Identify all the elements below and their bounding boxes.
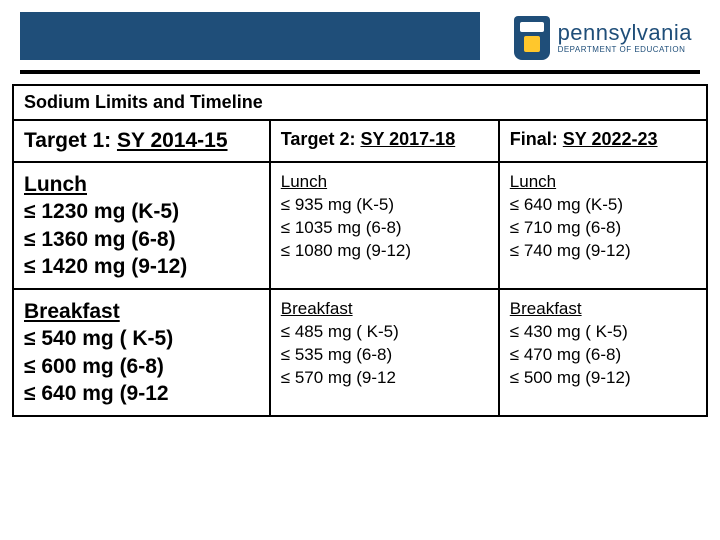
limit-line: ≤ 570 mg (9-12 (281, 368, 396, 387)
meal-label: Lunch (510, 172, 556, 191)
meal-label: Breakfast (281, 299, 353, 318)
limit-line: ≤ 1420 mg (9-12) (24, 255, 187, 278)
target1-prefix: Target 1: (24, 129, 117, 152)
table-row: Lunch ≤ 1230 mg (K-5) ≤ 1360 mg (6-8) ≤ … (13, 162, 707, 289)
header-cell-target2: Target 2: SY 2017-18 (270, 120, 499, 162)
meal-label: Breakfast (510, 299, 582, 318)
target2-prefix: Target 2: (281, 129, 361, 149)
logo-text: pennsylvania DEPARTMENT OF EDUCATION (558, 22, 692, 54)
table-header-row: Target 1: SY 2014-15 Target 2: SY 2017-1… (13, 120, 707, 162)
sodium-table-container: Sodium Limits and Timeline Target 1: SY … (0, 74, 720, 417)
table-title: Sodium Limits and Timeline (24, 92, 263, 112)
limit-line: ≤ 1035 mg (6-8) (281, 218, 402, 237)
logo: pennsylvania DEPARTMENT OF EDUCATION (514, 16, 692, 60)
shield-icon (514, 16, 550, 60)
meal-label: Lunch (24, 173, 87, 196)
table-title-cell: Sodium Limits and Timeline (13, 85, 707, 120)
breakfast-final-cell: Breakfast ≤ 430 mg ( K-5) ≤ 470 mg (6-8)… (499, 289, 707, 416)
lunch-final-cell: Lunch ≤ 640 mg (K-5) ≤ 710 mg (6-8) ≤ 74… (499, 162, 707, 289)
limit-line: ≤ 500 mg (9-12) (510, 368, 631, 387)
target2-year: SY 2017-18 (360, 129, 455, 149)
header-cell-final: Final: SY 2022-23 (499, 120, 707, 162)
table-row: Breakfast ≤ 540 mg ( K-5) ≤ 600 mg (6-8)… (13, 289, 707, 416)
limit-line: ≤ 535 mg (6-8) (281, 345, 392, 364)
limit-line: ≤ 485 mg ( K-5) (281, 322, 399, 341)
limit-line: ≤ 430 mg ( K-5) (510, 322, 628, 341)
limit-line: ≤ 740 mg (9-12) (510, 241, 631, 260)
final-year: SY 2022-23 (563, 129, 658, 149)
header-cell-target1: Target 1: SY 2014-15 (13, 120, 270, 162)
limit-line: ≤ 600 mg (6-8) (24, 355, 164, 378)
target1-year: SY 2014-15 (117, 129, 228, 152)
breakfast-target1-cell: Breakfast ≤ 540 mg ( K-5) ≤ 600 mg (6-8)… (13, 289, 270, 416)
sodium-limits-table: Sodium Limits and Timeline Target 1: SY … (12, 84, 708, 417)
limit-line: ≤ 640 mg (K-5) (510, 195, 623, 214)
limit-line: ≤ 540 mg ( K-5) (24, 327, 173, 350)
limit-line: ≤ 935 mg (K-5) (281, 195, 394, 214)
limit-line: ≤ 1080 mg (9-12) (281, 241, 411, 260)
meal-label: Breakfast (24, 300, 120, 323)
limit-line: ≤ 710 mg (6-8) (510, 218, 621, 237)
limit-line: ≤ 1360 mg (6-8) (24, 228, 176, 251)
header-blue-bar (20, 12, 480, 60)
logo-main-text: pennsylvania (558, 22, 692, 44)
slide-header: pennsylvania DEPARTMENT OF EDUCATION (0, 0, 720, 74)
final-prefix: Final: (510, 129, 563, 149)
limit-line: ≤ 470 mg (6-8) (510, 345, 621, 364)
limit-line: ≤ 640 mg (9-12 (24, 382, 169, 405)
breakfast-target2-cell: Breakfast ≤ 485 mg ( K-5) ≤ 535 mg (6-8)… (270, 289, 499, 416)
meal-label: Lunch (281, 172, 327, 191)
limit-line: ≤ 1230 mg (K-5) (24, 200, 179, 223)
lunch-target2-cell: Lunch ≤ 935 mg (K-5) ≤ 1035 mg (6-8) ≤ 1… (270, 162, 499, 289)
logo-sub-text: DEPARTMENT OF EDUCATION (558, 46, 692, 54)
table-title-row: Sodium Limits and Timeline (13, 85, 707, 120)
header-underline (20, 70, 700, 74)
lunch-target1-cell: Lunch ≤ 1230 mg (K-5) ≤ 1360 mg (6-8) ≤ … (13, 162, 270, 289)
